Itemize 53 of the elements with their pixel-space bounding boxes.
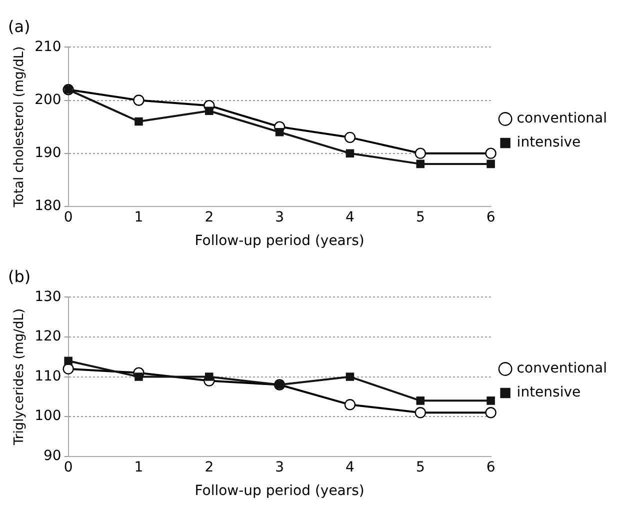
point bbox=[275, 128, 284, 136]
point bbox=[344, 132, 356, 144]
y-tick-label: 210 bbox=[34, 38, 62, 55]
point bbox=[344, 399, 356, 410]
y-tick-label: 180 bbox=[34, 198, 62, 214]
point bbox=[486, 160, 495, 168]
legend-label: conventional bbox=[516, 360, 608, 377]
x-tick-label: 1 bbox=[134, 209, 144, 226]
point bbox=[64, 356, 72, 366]
point bbox=[134, 372, 143, 381]
point bbox=[346, 149, 354, 158]
legend-label: intensive bbox=[516, 384, 581, 401]
y-tick-label: 100 bbox=[34, 408, 62, 424]
x-tick-label: 3 bbox=[275, 209, 284, 226]
y-tick-label: 130 bbox=[34, 288, 62, 305]
y-tick-label: 110 bbox=[34, 368, 62, 384]
point bbox=[486, 396, 495, 405]
point bbox=[414, 148, 426, 159]
y-tick-label: 190 bbox=[34, 144, 62, 161]
x-axis-title: Follow-up period (years) bbox=[194, 483, 364, 500]
point bbox=[346, 372, 354, 381]
x-tick-label: 3 bbox=[275, 459, 284, 476]
point bbox=[416, 160, 425, 168]
legend-label: conventional bbox=[516, 110, 608, 127]
point bbox=[133, 94, 144, 106]
x-tick-label: 6 bbox=[486, 209, 496, 226]
point bbox=[62, 363, 74, 374]
x-tick-label: 5 bbox=[416, 459, 425, 476]
chart-title: (a) bbox=[8, 16, 30, 36]
point bbox=[485, 407, 496, 418]
x-tick-label: 5 bbox=[416, 209, 425, 226]
y-axis-title: Total cholesterol (mg/dL) bbox=[12, 46, 28, 208]
x-tick-label: 4 bbox=[346, 209, 355, 226]
x-tick-label: 0 bbox=[64, 459, 73, 476]
y-tick-label: 90 bbox=[43, 448, 62, 464]
point bbox=[205, 106, 214, 116]
x-tick-label: 2 bbox=[204, 459, 214, 476]
point bbox=[205, 372, 214, 381]
point bbox=[134, 117, 143, 126]
x-tick-label: 2 bbox=[204, 209, 214, 226]
x-tick-label: 0 bbox=[64, 209, 73, 226]
x-tick-label: 4 bbox=[346, 459, 355, 476]
chart-title: (b) bbox=[8, 266, 31, 286]
x-axis-title: Follow-up period (years) bbox=[194, 233, 364, 250]
y-axis-title: Triglycerides (mg/dL) bbox=[12, 308, 28, 446]
point bbox=[414, 407, 426, 418]
x-tick-label: 1 bbox=[134, 459, 144, 476]
y-tick-label: 200 bbox=[34, 92, 62, 108]
point bbox=[416, 396, 425, 405]
legend-label: intensive bbox=[516, 134, 581, 151]
y-tick-label: 120 bbox=[34, 328, 62, 345]
x-tick-label: 6 bbox=[486, 459, 496, 476]
point bbox=[485, 148, 496, 159]
